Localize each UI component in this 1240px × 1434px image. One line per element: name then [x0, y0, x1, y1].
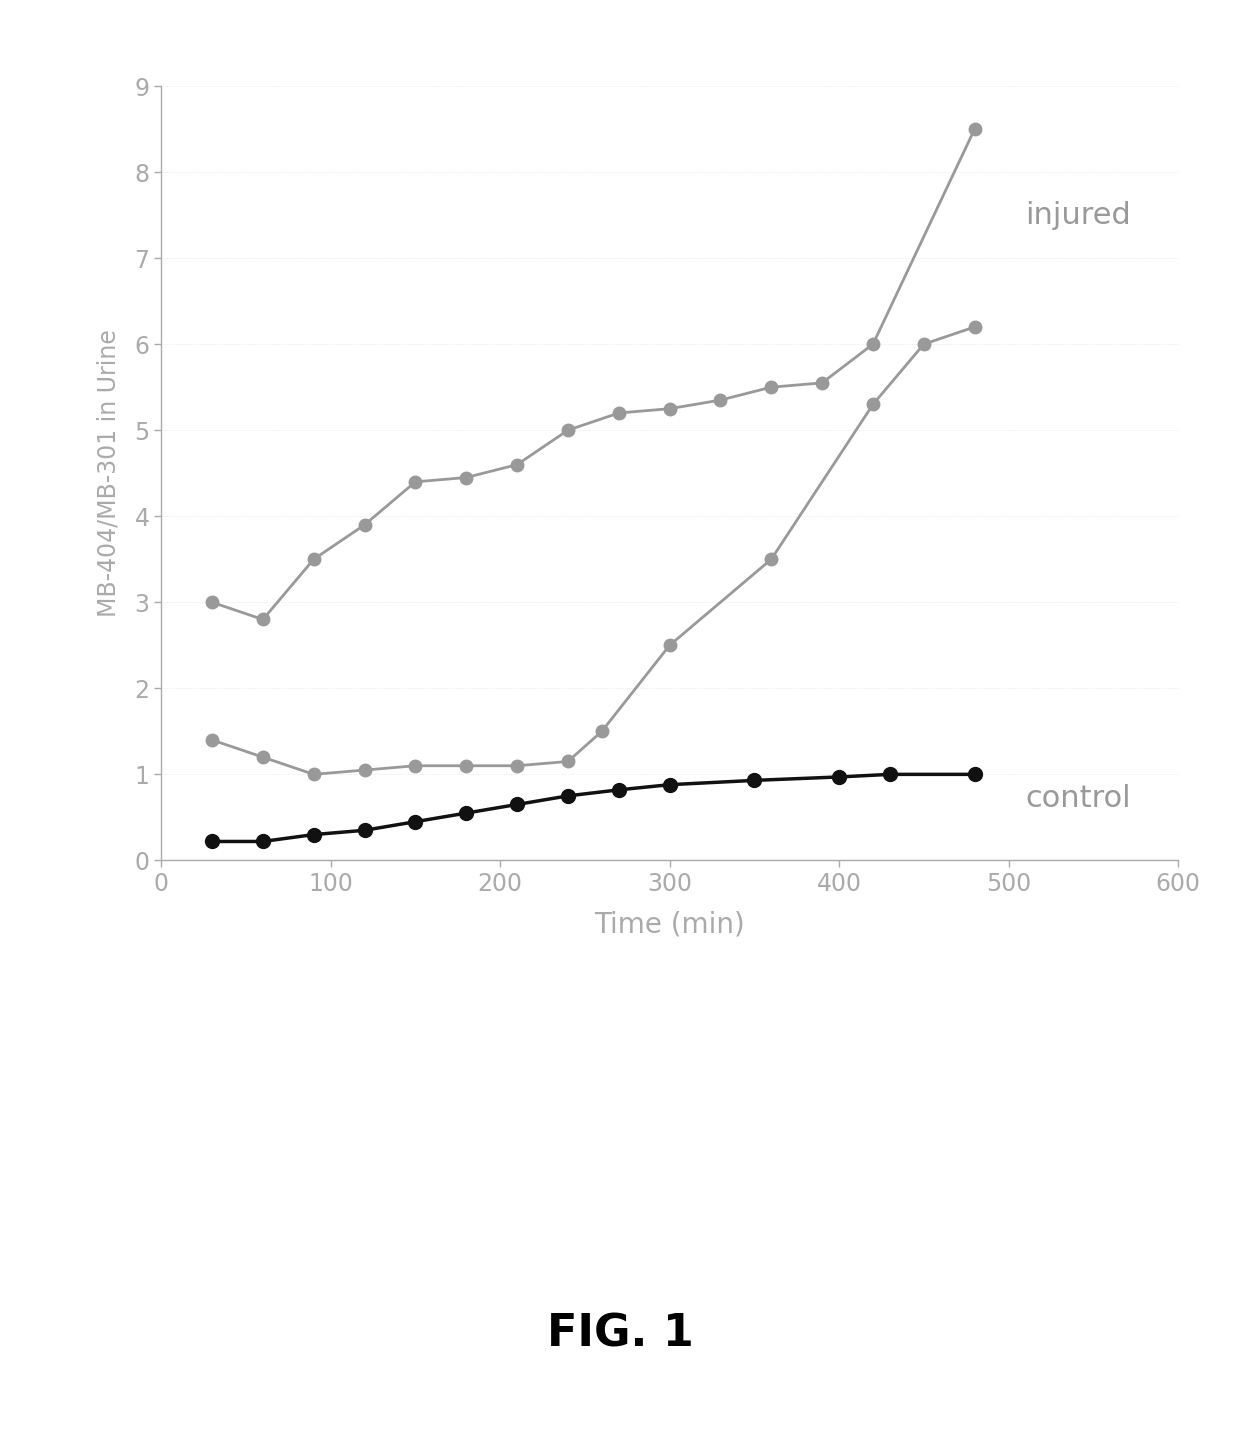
- X-axis label: Time (min): Time (min): [594, 911, 745, 938]
- Text: FIG. 1: FIG. 1: [547, 1312, 693, 1355]
- Text: control: control: [1025, 784, 1131, 813]
- Y-axis label: MB-404/MB-301 in Urine: MB-404/MB-301 in Urine: [97, 330, 120, 617]
- Text: injured: injured: [1025, 201, 1131, 229]
